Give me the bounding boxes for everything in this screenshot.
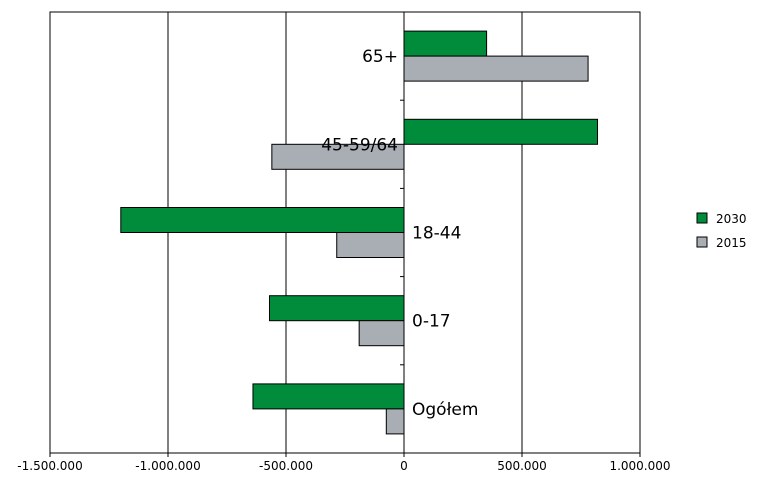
bar-2030-4: [252, 383, 405, 410]
category-label: 0-17: [412, 312, 451, 332]
bar-2030-2: [120, 207, 405, 233]
x-tick-label: 500.000: [497, 459, 547, 473]
x-tick-label: 0: [400, 459, 408, 473]
bar-2015-4: [385, 408, 405, 435]
legend-swatch-2030: [696, 212, 708, 224]
bar-2030-3: [268, 295, 405, 322]
bar-2030-0: [403, 30, 488, 57]
x-tick-label: -1.500.000: [17, 459, 82, 473]
x-tick-label: -500.000: [259, 459, 313, 473]
category-label: Ogółem: [412, 400, 478, 420]
bar-2015-1: [271, 143, 405, 170]
legend-swatch-2015: [696, 236, 708, 248]
legend-label-2030: 2030: [716, 212, 747, 226]
bar-2030-1: [403, 118, 599, 145]
bar-2015-3: [358, 320, 405, 347]
x-tick-label: 1.000.000: [609, 459, 670, 473]
category-label: 65+: [362, 47, 398, 67]
category-label: 45-59/64: [321, 135, 398, 155]
category-label: 18-44: [412, 224, 461, 244]
bar-2015-2: [336, 232, 405, 258]
legend-label-2015: 2015: [716, 236, 747, 250]
bar-2015-0: [403, 55, 589, 82]
x-tick-label: -1.000.000: [135, 459, 200, 473]
